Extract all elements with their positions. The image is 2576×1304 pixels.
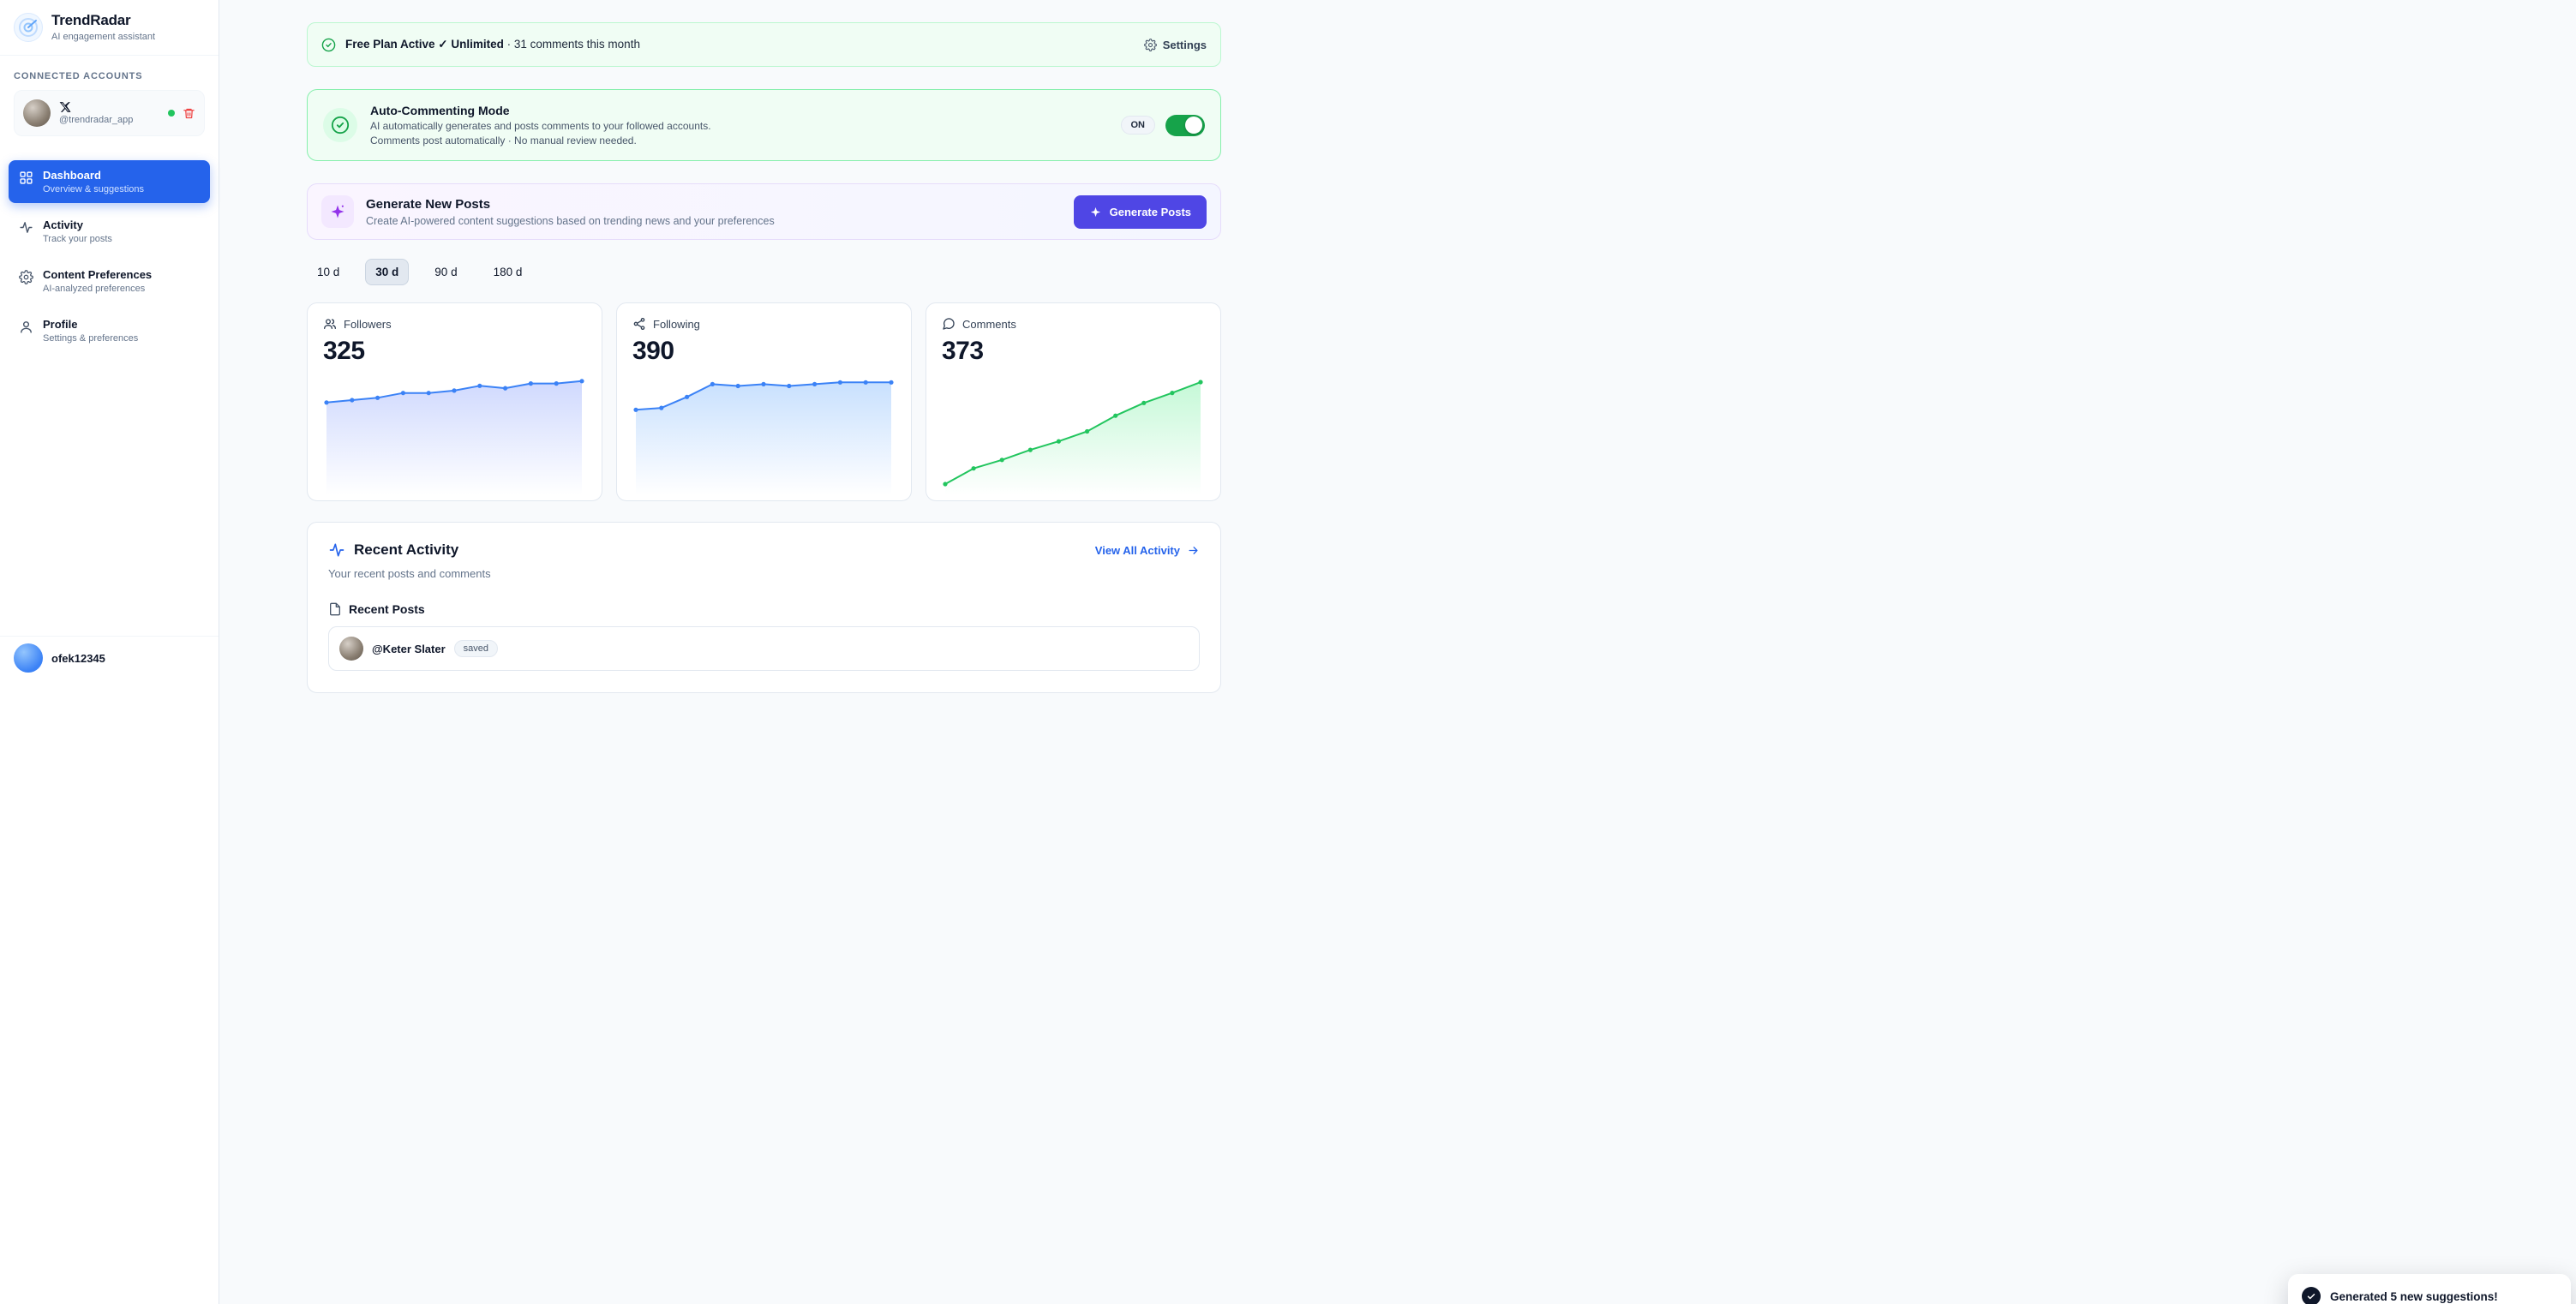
auto-comment-toggle[interactable] (1165, 114, 1205, 136)
account-handle: @trendradar_app (59, 115, 134, 125)
check-circle-icon (321, 38, 336, 52)
recent-activity-card: Recent Activity View All Activity Your r… (307, 522, 1221, 693)
settings-button[interactable]: Settings (1143, 38, 1207, 51)
user-icon (21, 321, 32, 333)
followers-card: Followers 325 (307, 302, 602, 501)
toast-notification[interactable]: Generated 5 new suggestions! (2288, 1274, 2571, 1304)
generate-button-label: Generate Posts (1109, 205, 1191, 218)
recent-activity-title: Recent Activity (354, 541, 459, 558)
trash-icon[interactable] (183, 107, 195, 120)
main-content: Free Plan Active ✓ Unlimited · 31 commen… (219, 0, 1288, 693)
x-logo-icon (59, 101, 133, 113)
toggle-knob (1185, 117, 1202, 134)
tab-180d[interactable]: 180 d (493, 266, 523, 278)
range-tabs: 10 d 30 d 90 d 180 d (307, 259, 1221, 285)
following-chart (632, 370, 896, 495)
connected-account-card[interactable]: @trendradar_app (14, 90, 205, 136)
toast-message: Generated 5 new suggestions! (2330, 1289, 2498, 1303)
followers-chart (323, 370, 586, 495)
auto-commenting-desc-2: Comments post automatically · No manual … (370, 135, 637, 147)
connected-status-dot (168, 110, 175, 117)
check-circle-icon (323, 108, 357, 142)
settings-label: Settings (1162, 38, 1207, 51)
sidebar-item-activity[interactable]: Activity Track your posts (9, 210, 210, 253)
auto-commenting-title: Auto-Commenting Mode (370, 104, 510, 117)
gear-icon (19, 270, 33, 284)
comments-card: Comments 373 (926, 302, 1221, 501)
generate-posts-button[interactable]: Generate Posts (1073, 194, 1207, 229)
recent-activity-subtitle: Your recent posts and comments (328, 567, 491, 580)
plan-banner-text: Free Plan Active ✓ Unlimited · 31 commen… (345, 38, 640, 51)
auto-commenting-card: Auto-Commenting Mode AI automatically ge… (307, 89, 1221, 161)
nav-sublabel: AI-analyzed preferences (43, 284, 146, 294)
generate-subtitle: Create AI-powered content suggestions ba… (366, 214, 775, 227)
post-author-avatar (339, 637, 363, 661)
nav-sublabel: Settings & preferences (43, 333, 139, 344)
sparkle-icon (1090, 206, 1100, 217)
nav-label: Content Preferences (43, 268, 153, 281)
grid-icon (20, 171, 33, 184)
user-footer[interactable]: ofek12345 (0, 636, 219, 679)
following-count: 390 (632, 337, 674, 365)
chat-bubble-icon (943, 318, 955, 330)
saved-badge: saved (453, 640, 499, 657)
following-card: Following 390 (616, 302, 912, 501)
user-name: ofek12345 (51, 651, 105, 665)
plan-banner: Free Plan Active ✓ Unlimited · 31 commen… (307, 22, 1221, 67)
comments-chart (942, 370, 1205, 495)
sidebar-item-content-preferences[interactable]: Content Preferences AI-analyzed preferen… (9, 260, 210, 302)
check-icon (2302, 1287, 2321, 1304)
connected-accounts-header: CONNECTED ACCOUNTS (14, 71, 143, 81)
pulse-icon (329, 543, 344, 557)
post-item[interactable]: @Keter Slater saved (328, 626, 1200, 671)
generate-posts-card: Generate New Posts Create AI-powered con… (307, 183, 1221, 240)
followers-count: 325 (323, 337, 365, 365)
account-avatar (23, 99, 51, 127)
stat-label: Followers (344, 317, 392, 331)
tab-10d[interactable]: 10 d (317, 266, 340, 278)
recent-posts-header: Recent Posts (349, 602, 425, 616)
users-icon (324, 319, 336, 329)
view-all-label: View All Activity (1094, 543, 1180, 557)
on-badge: ON (1120, 116, 1155, 135)
nav-label: Activity (43, 218, 83, 231)
view-all-activity-link[interactable]: View All Activity (1095, 544, 1200, 557)
stats-row: Followers 325 Following 390 Comments 373 (307, 302, 1221, 501)
nav-sublabel: Track your posts (43, 234, 112, 244)
nav-label: Profile (43, 318, 78, 331)
plan-detail: · 31 comments this month (506, 38, 640, 51)
sidebar: TrendRadar AI engagement assistant CONNE… (0, 0, 219, 1304)
sidebar-item-dashboard[interactable]: Dashboard Overview & suggestions (9, 160, 210, 203)
app-header: TrendRadar AI engagement assistant (0, 0, 219, 56)
post-author: @Keter Slater (372, 642, 446, 655)
nav-sublabel: Overview & suggestions (43, 184, 144, 194)
generate-title: Generate New Posts (366, 196, 491, 212)
tab-30d[interactable]: 30 d (365, 259, 410, 285)
sparkles-icon (321, 195, 354, 228)
plan-title: Free Plan Active ✓ Unlimited (345, 38, 504, 51)
user-avatar (14, 643, 43, 673)
arrow-right-icon (1189, 546, 1198, 554)
gear-icon (1143, 38, 1157, 51)
sidebar-nav: Dashboard Overview & suggestions Activit… (0, 160, 219, 352)
sidebar-item-profile[interactable]: Profile Settings & preferences (9, 309, 210, 352)
share-nodes-icon (633, 318, 645, 330)
app-subtitle: AI engagement assistant (51, 32, 156, 42)
app-logo-icon (14, 12, 43, 42)
stat-label: Following (653, 317, 700, 331)
app-title: TrendRadar (51, 12, 131, 28)
tab-90d[interactable]: 90 d (434, 266, 458, 278)
pulse-icon (20, 222, 33, 233)
stat-label: Comments (962, 317, 1016, 331)
auto-commenting-desc-1: AI automatically generates and posts com… (370, 120, 711, 132)
comments-count: 373 (942, 337, 984, 365)
file-text-icon (330, 602, 340, 616)
nav-label: Dashboard (43, 169, 101, 182)
